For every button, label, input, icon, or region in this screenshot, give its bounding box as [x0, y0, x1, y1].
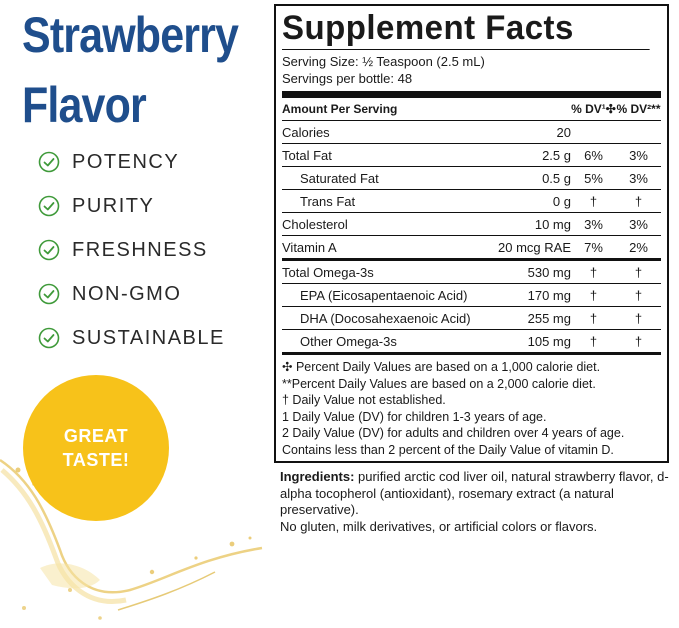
footnotes: ✣ Percent Daily Values are based on a 1,…: [282, 352, 661, 458]
nutrient-dv2: †: [634, 310, 643, 326]
claim-label: SUSTAINABLE: [72, 326, 225, 349]
serving-size: Serving Size: ½ Teaspoon (2.5 mL): [282, 54, 485, 69]
nutrient-name: Total Fat: [282, 147, 332, 163]
footnote: **Percent Daily Values are based on a 2,…: [282, 376, 596, 391]
flavor-title: Strawberry Flavor: [22, 0, 239, 140]
free-from-statement: No gluten, milk derivatives, or artifici…: [280, 518, 598, 534]
nutrient-dv2: 2%: [629, 239, 648, 255]
facts-row: Other Omega-3s 105 mg † †: [282, 330, 661, 352]
nutrient-dv2: †: [634, 193, 643, 209]
nutrient-dv1: †: [589, 310, 598, 326]
nutrient-amount: 255 mg: [527, 310, 571, 326]
nutrient-name: DHA (Docosahexaenoic Acid): [300, 310, 471, 326]
nutrient-dv2: 3%: [629, 170, 648, 186]
nutrient-amount: 105 mg: [527, 333, 571, 349]
nutrient-dv1: †: [589, 193, 598, 209]
facts-row: Saturated Fat 0.5 g 5% 3%: [282, 167, 661, 190]
nutrient-dv2: 3%: [629, 216, 648, 232]
ingredients-text: Ingredients: purified arctic cod liver o…: [280, 469, 672, 519]
check-circle-icon: [38, 195, 60, 217]
nutrient-name: Total Omega-3s: [282, 264, 374, 280]
supplement-facts-panel: Supplement Facts Serving Size: ½ Teaspoo…: [274, 4, 669, 463]
ingredients-block: Ingredients: purified arctic cod liver o…: [280, 469, 672, 535]
nutrient-name: Saturated Fat: [300, 170, 379, 186]
nutrient-amount: 10 mg: [534, 216, 571, 232]
facts-row: EPA (Eicosapentaenoic Acid) 170 mg † †: [282, 284, 661, 307]
footnote: 2 Daily Value (DV) for adults and childr…: [282, 426, 625, 440]
nutrient-amount: 530 mg: [527, 264, 571, 280]
facts-row: DHA (Docosahexaenoic Acid) 255 mg † †: [282, 307, 661, 330]
badge-line1: GREAT: [63, 426, 129, 446]
header-dv1: % DV¹✣: [571, 101, 616, 116]
check-circle-icon: [38, 239, 60, 261]
footnote: 1 Daily Value (DV) for children 1-3 year…: [282, 409, 547, 424]
claim-item: POTENCY: [38, 140, 225, 184]
check-circle-icon: [38, 283, 60, 305]
facts-row: Vitamin A 20 mcg RAE 7% 2%: [282, 236, 661, 258]
footnote: † Daily Value not established.: [282, 393, 446, 407]
nutrient-amount: 170 mg: [527, 287, 571, 303]
footnote: Contains less than 2 percent of the Dail…: [282, 442, 614, 457]
facts-title: Supplement Facts: [282, 6, 650, 50]
claim-item: PURITY: [38, 184, 225, 228]
claim-label: POTENCY: [72, 150, 180, 173]
nutrient-dv1: 7%: [584, 239, 603, 255]
header-dv2: % DV²**: [616, 101, 661, 116]
facts-row: Total Omega-3s 530 mg † †: [282, 261, 661, 284]
header-amount: Amount Per Serving: [282, 101, 398, 116]
nutrient-amount: 2.5 g: [542, 147, 571, 163]
nutrient-name: Vitamin A: [282, 239, 337, 255]
claim-label: NON-GMO: [72, 282, 182, 305]
servings-per-bottle: Servings per bottle: 48: [282, 71, 413, 86]
facts-header-row: Amount Per Serving % DV¹✣ % DV²**: [282, 98, 661, 121]
claim-label: PURITY: [72, 194, 155, 217]
claim-item: SUSTAINABLE: [38, 316, 225, 360]
facts-row: Trans Fat 0 g † †: [282, 190, 661, 213]
nutrient-amount: 0.5 g: [542, 170, 571, 186]
nutrient-amount: 20 mcg RAE: [498, 239, 571, 255]
nutrient-dv2: 3%: [629, 147, 648, 163]
nutrient-dv1: †: [589, 264, 598, 280]
nutrient-dv1: †: [589, 287, 598, 303]
facts-row: Cholesterol 10 mg 3% 3%: [282, 213, 661, 236]
oil-splash-image: [0, 458, 263, 620]
nutrient-dv1: 5%: [584, 170, 603, 186]
footnote: ✣ Percent Daily Values are based on a 1,…: [282, 360, 601, 374]
facts-row: Calories 20: [282, 121, 661, 144]
nutrient-name: Trans Fat: [300, 193, 356, 209]
claim-label: FRESHNESS: [72, 238, 208, 261]
ingredients-list: purified arctic cod liver oil, natural s…: [280, 469, 669, 517]
check-circle-icon: [38, 151, 60, 173]
flavor-title-line1: Strawberry: [22, 7, 239, 63]
claim-item: NON-GMO: [38, 272, 225, 316]
claims-list: POTENCY PURITY FRESHNESS NON-GMO SUSTAIN…: [38, 140, 225, 360]
badge-line2: TASTE!: [62, 450, 130, 470]
nutrient-dv2: †: [634, 333, 643, 349]
nutrient-name: EPA (Eicosapentaenoic Acid): [300, 287, 468, 303]
facts-row: Total Fat 2.5 g 6% 3%: [282, 144, 661, 167]
nutrient-dv1: †: [589, 333, 598, 349]
flavor-title-line2: Flavor: [22, 77, 147, 133]
nutrient-name: Cholesterol: [282, 216, 348, 232]
great-taste-badge: GREAT TASTE!: [23, 375, 169, 521]
nutrient-name: Calories: [282, 124, 330, 140]
nutrient-amount: 0 g: [552, 193, 571, 209]
nutrient-name: Other Omega-3s: [300, 333, 397, 349]
nutrient-dv2: †: [634, 264, 643, 280]
nutrient-dv1: 3%: [584, 216, 603, 232]
nutrient-dv1: 6%: [584, 147, 603, 163]
ingredients-label: Ingredients:: [280, 469, 355, 484]
check-circle-icon: [38, 327, 60, 349]
claim-item: FRESHNESS: [38, 228, 225, 272]
nutrient-dv2: †: [634, 287, 643, 303]
nutrient-amount: 20: [556, 124, 571, 140]
